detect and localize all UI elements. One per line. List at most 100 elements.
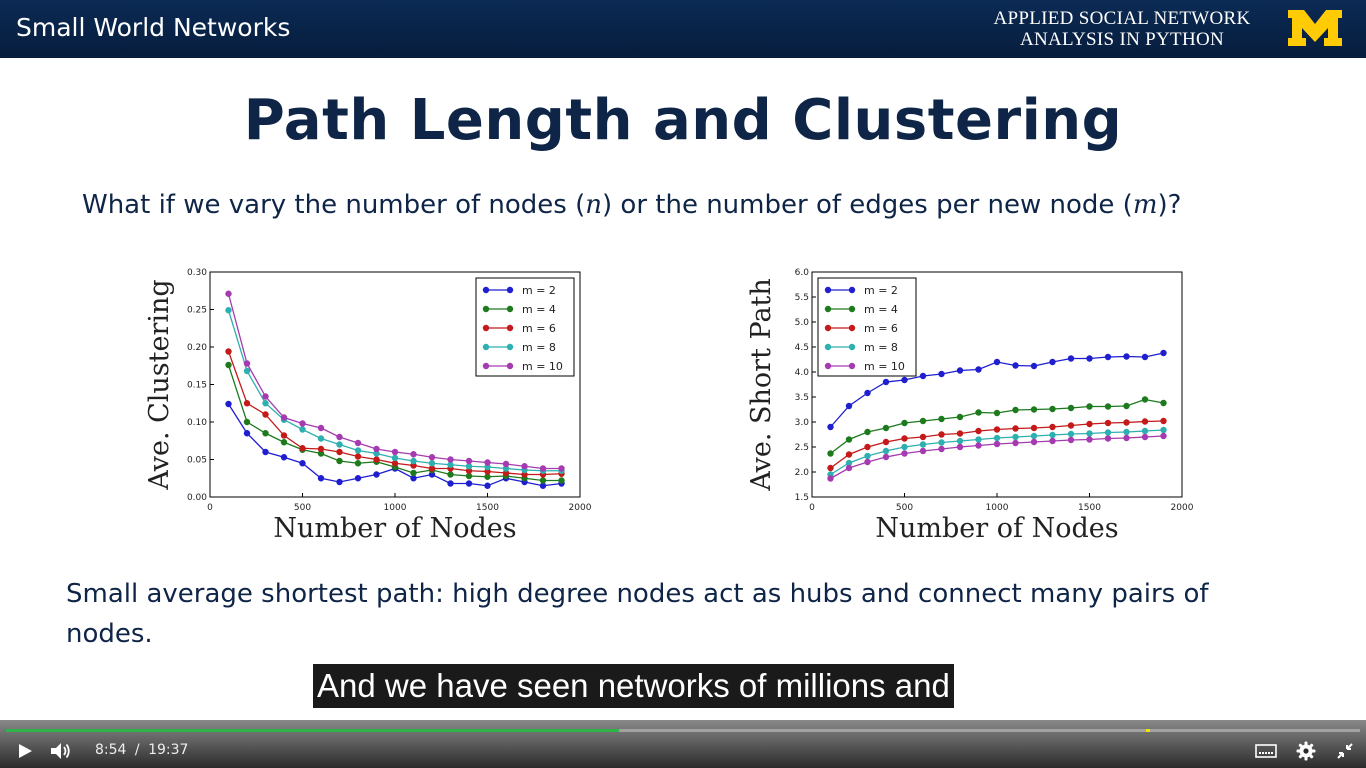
chart-0-data-point [502, 465, 510, 472]
video-caption: And we have seen networks of millions an… [313, 664, 954, 708]
chart-0-data-point [280, 439, 288, 446]
chart-1-data-point [901, 443, 908, 451]
chart-1-data-point [1160, 432, 1167, 440]
chart-0-data-point [354, 453, 362, 460]
settings-button[interactable] [1293, 740, 1319, 762]
slide-body-text: Small average shortest path: high degree… [66, 579, 1209, 649]
chart-1-data-point [827, 450, 834, 457]
university-logo [1288, 10, 1342, 46]
chart-1-data-point [1141, 396, 1149, 403]
chart-0-data-point [317, 450, 325, 457]
chart-1-data-point [827, 475, 834, 482]
chart-0-data-point [225, 348, 232, 355]
chart-1-x-axis-label: Number of Nodes [875, 513, 1118, 544]
volume-button[interactable] [48, 740, 74, 762]
chart-0-data-point [447, 471, 454, 478]
chart-1-data-point [975, 427, 982, 435]
chart-1-legend-marker [824, 362, 832, 370]
chart-1-data-point [1049, 431, 1056, 439]
chart-0-data-point [558, 465, 565, 472]
chart-1-data-point [827, 464, 834, 472]
chart-1-y-tick-label: 4.0 [795, 368, 810, 378]
variable-m: m [1132, 190, 1158, 220]
play-button[interactable] [12, 740, 38, 762]
chart-0-data-point [317, 424, 325, 432]
chart-1-data-point [1104, 429, 1112, 436]
chart-0-data-point [484, 482, 491, 489]
chart-0-legend-marker [506, 362, 514, 370]
chart-1-data-point [1030, 432, 1038, 440]
question-prefix: What if we vary the number of nodes ( [82, 190, 586, 220]
chart-1-data-point [1123, 434, 1130, 442]
chart-0-x-tick-label: 500 [294, 503, 311, 513]
chart-0-legend-label: m = 8 [522, 341, 556, 354]
current-time: 8:54 [95, 742, 127, 758]
chart-0-data-point [502, 460, 510, 468]
course-title: APPLIED SOCIAL NETWORK ANALYSIS IN PYTHO… [980, 8, 1264, 50]
question-suffix: )? [1157, 190, 1182, 220]
chart-0-data-point [391, 448, 399, 456]
question-mid: ) or the number of edges per new node ( [602, 190, 1133, 220]
chart-0-x-tick-label: 1500 [476, 503, 499, 513]
chart-0-data-point [484, 473, 491, 480]
chart-1-data-point [956, 443, 964, 451]
chart-1-data-point [1160, 399, 1167, 407]
chart-0-y-tick-label: 0.05 [187, 456, 207, 466]
chart-0-data-point [391, 460, 399, 467]
chart-0-data-point [484, 459, 491, 466]
chart-1-data-point [901, 376, 908, 384]
chart-1-data-point [864, 389, 871, 397]
chart-0-y-tick-label: 0.15 [187, 381, 207, 391]
chart-1-legend-marker [824, 343, 832, 351]
chart-1-data-point [1160, 349, 1167, 357]
gear-icon [1296, 741, 1316, 761]
chart-1-y-tick-label: 1.5 [795, 493, 809, 503]
progress-bar[interactable] [6, 729, 1360, 732]
chart-0-data-point [225, 290, 232, 297]
chart-0-data-point [336, 441, 343, 448]
chart-0-data-point [336, 448, 343, 456]
chart-0-y-tick-label: 0.30 [187, 268, 207, 278]
chart-1-y-tick-label: 3.5 [795, 393, 809, 403]
chart-1-legend-label: m = 2 [864, 284, 898, 297]
chart-1-data-point [1030, 406, 1038, 413]
chart-0-data-point [299, 426, 306, 433]
chart-1-x-tick-label: 1500 [1078, 503, 1101, 513]
chart-1-data-point [919, 447, 927, 455]
chart-0-legend-label: m = 6 [522, 322, 556, 335]
chart-0-data-point [447, 456, 454, 463]
chart-1-data-point [1141, 433, 1149, 441]
chart-1-data-point [975, 442, 982, 449]
chart-0-data-point [317, 445, 325, 453]
chart-0-data-point [317, 435, 325, 442]
chart-0-legend-marker [506, 286, 514, 294]
chart-0-legend-marker [506, 324, 514, 332]
chart-1-data-point [1030, 424, 1038, 432]
chart-1-data-point [864, 458, 871, 466]
exit-fullscreen-button[interactable] [1332, 740, 1358, 762]
chart-1-data-point [901, 435, 908, 442]
chart-1-y-tick-label: 3.0 [795, 418, 810, 428]
chart-0-data-point [225, 307, 232, 314]
chart-0-legend-marker [482, 324, 490, 332]
chart-1-y-tick-label: 2.5 [795, 443, 809, 453]
chart-0-data-point [280, 414, 288, 421]
chart-1-legend-marker [848, 305, 856, 313]
chart-0-legend-label: m = 4 [522, 303, 556, 316]
header-title: Small World Networks [16, 13, 291, 42]
chart-0-data-point [280, 432, 288, 439]
chart-0-data-point [243, 430, 251, 437]
chart-0-data-point [391, 454, 399, 462]
chart-1-data-point [1049, 437, 1056, 445]
progress-bar-played [6, 729, 620, 732]
chart-1-data-point [864, 428, 871, 436]
course-title-line-1: APPLIED SOCIAL NETWORK [993, 8, 1251, 29]
chart-0-data-point [354, 475, 362, 482]
chart-0-data-point [521, 471, 528, 478]
chart-0-data-point [354, 460, 362, 467]
chart-0-data-point [521, 463, 528, 470]
chart-1-data-point [956, 437, 964, 445]
chart-0-data-point [410, 469, 417, 477]
captions-button[interactable] [1253, 740, 1279, 762]
chart-0-data-point [410, 451, 417, 458]
